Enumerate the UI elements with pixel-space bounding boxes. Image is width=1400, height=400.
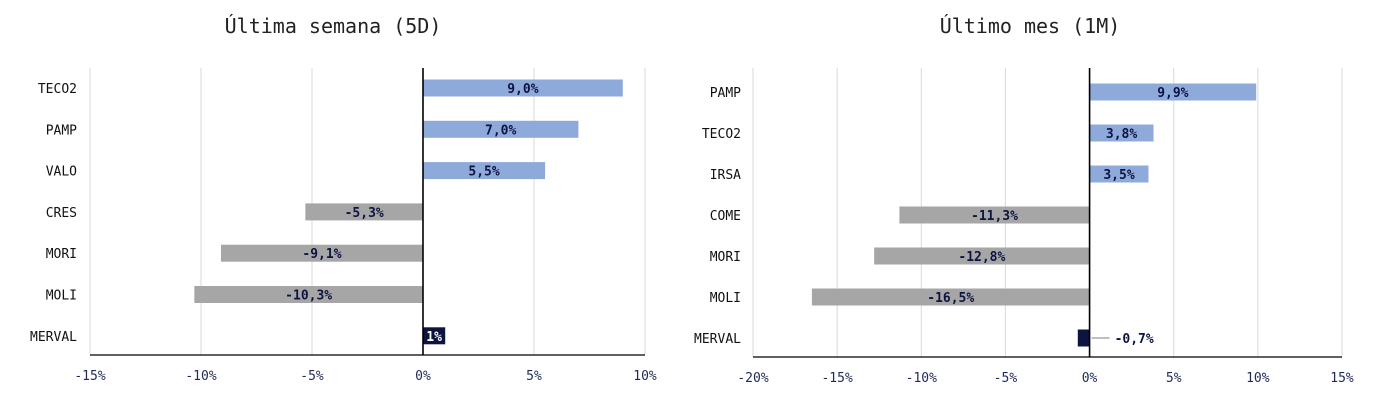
data-label: 5,5% <box>468 165 499 180</box>
x-tick-label: 0% <box>415 369 431 384</box>
data-label: -5,3% <box>345 206 384 221</box>
data-label: -11,3% <box>971 209 1018 224</box>
data-label: -9,1% <box>302 247 341 262</box>
category-label: MERVAL <box>30 330 77 345</box>
bar <box>1089 124 1154 142</box>
x-tick-label: 5% <box>526 369 542 384</box>
bar <box>305 203 423 221</box>
category-label: MORI <box>710 250 741 265</box>
bar <box>1089 83 1257 101</box>
data-label: 7,0% <box>485 123 516 138</box>
bar <box>874 247 1090 265</box>
x-tick-label: 0% <box>1082 371 1098 386</box>
data-label: -12,8% <box>958 250 1005 265</box>
bar <box>1089 165 1149 183</box>
x-tick-label: 10% <box>633 369 657 384</box>
bar <box>1077 329 1090 347</box>
category-label: MERVAL <box>694 332 741 347</box>
x-tick-label: 15% <box>1330 371 1354 386</box>
data-label: 1% <box>426 330 442 345</box>
category-label: IRSA <box>710 168 741 183</box>
data-label: 9,0% <box>507 82 538 97</box>
category-label: MOLI <box>710 291 741 306</box>
bar <box>220 244 423 262</box>
category-label: MORI <box>46 247 77 262</box>
bar <box>423 327 446 345</box>
data-label: -0,7% <box>1115 332 1154 347</box>
x-tick-label: -15% <box>821 371 852 386</box>
x-tick-label: 10% <box>1246 371 1270 386</box>
bar <box>899 206 1090 224</box>
x-tick-label: -20% <box>737 371 768 386</box>
data-label: 9,9% <box>1157 86 1188 101</box>
data-label: -16,5% <box>927 291 974 306</box>
category-label: PAMP <box>710 86 741 101</box>
data-label: 3,8% <box>1106 127 1137 142</box>
x-tick-label: 5% <box>1166 371 1182 386</box>
chart-weekly: Última semana (5D) -15% -10% -5% 0% 5% 10% TECO… <box>30 14 657 384</box>
category-label: PAMP <box>46 123 77 138</box>
chart-title: Última semana (5D) <box>225 14 442 38</box>
x-tick-label: -10% <box>185 369 216 384</box>
category-label: CRES <box>46 206 77 221</box>
chart-monthly: Último mes (1M) -20% -15% -10% -5% 0% 5% 10% 15%… <box>694 14 1354 386</box>
bar <box>423 79 623 97</box>
category-label: VALO <box>46 165 77 180</box>
bar <box>423 120 579 138</box>
category-label: COME <box>710 209 741 224</box>
x-tick-label: -15% <box>74 369 105 384</box>
category-label: TECO2 <box>38 82 77 97</box>
x-tick-label: -5% <box>300 369 324 384</box>
x-tick-label: -10% <box>906 371 937 386</box>
bar <box>811 288 1090 306</box>
x-tick-label: -5% <box>994 371 1018 386</box>
bar <box>194 286 423 303</box>
data-label: 3,5% <box>1103 168 1134 183</box>
bar <box>423 162 546 180</box>
chart-title: Último mes (1M) <box>940 14 1121 38</box>
data-label: -10,3% <box>285 289 332 304</box>
category-label: TECO2 <box>702 127 741 142</box>
category-label: MOLI <box>46 289 77 304</box>
